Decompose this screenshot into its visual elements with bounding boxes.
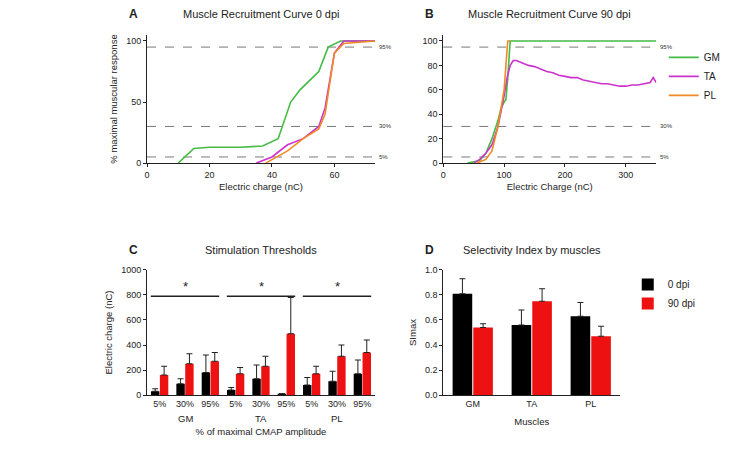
svg-text:B: B [425, 7, 434, 21]
svg-text:Stimulation Thresholds: Stimulation Thresholds [205, 244, 317, 256]
svg-text:0.6: 0.6 [425, 315, 438, 325]
svg-text:0: 0 [136, 390, 141, 400]
svg-text:0: 0 [136, 158, 141, 168]
svg-text:0: 0 [432, 158, 437, 168]
svg-text:1.0: 1.0 [425, 265, 438, 275]
svg-text:GM: GM [466, 399, 481, 409]
svg-text:C: C [129, 243, 138, 257]
svg-text:30%: 30% [660, 123, 673, 129]
svg-text:100: 100 [126, 36, 141, 46]
svg-text:600: 600 [126, 315, 141, 325]
svg-text:0: 0 [441, 170, 446, 180]
svg-text:95%: 95% [201, 399, 219, 409]
svg-text:0 dpi: 0 dpi [668, 279, 690, 290]
svg-text:0.8: 0.8 [425, 290, 438, 300]
svg-text:50: 50 [131, 97, 141, 107]
svg-text:SImax: SImax [407, 319, 418, 346]
svg-text:TA: TA [526, 399, 537, 409]
svg-text:Electric Charge (nC): Electric Charge (nC) [507, 181, 593, 192]
svg-text:30%: 30% [176, 399, 194, 409]
svg-text:300: 300 [618, 170, 633, 180]
svg-text:95%: 95% [277, 399, 295, 409]
svg-text:Selectivity Index by muscles: Selectivity Index by muscles [463, 244, 601, 256]
svg-text:Muscle Recruitment Curve 0 dpi: Muscle Recruitment Curve 0 dpi [183, 8, 340, 20]
svg-text:TA: TA [704, 71, 716, 82]
svg-text:5%: 5% [229, 399, 242, 409]
svg-text:0.0: 0.0 [425, 390, 438, 400]
svg-text:*: * [335, 279, 340, 294]
svg-text:*: * [259, 279, 264, 294]
svg-text:20: 20 [427, 134, 437, 144]
svg-text:40: 40 [427, 109, 437, 119]
svg-text:200: 200 [126, 365, 141, 375]
svg-text:30%: 30% [379, 123, 392, 129]
svg-text:30%: 30% [252, 399, 270, 409]
svg-text:20: 20 [204, 170, 214, 180]
svg-text:200: 200 [557, 170, 572, 180]
svg-text:5%: 5% [379, 154, 388, 160]
svg-text:80: 80 [427, 61, 437, 71]
svg-text:100: 100 [497, 170, 512, 180]
svg-text:PL: PL [704, 90, 717, 101]
svg-text:GM: GM [178, 413, 193, 424]
svg-text:800: 800 [126, 290, 141, 300]
svg-text:Electric charge (nC): Electric charge (nC) [219, 181, 303, 192]
svg-text:60: 60 [329, 170, 339, 180]
svg-text:5%: 5% [660, 154, 669, 160]
svg-text:PL: PL [585, 399, 596, 409]
svg-text:95%: 95% [660, 44, 673, 50]
svg-text:% maximal muscular response: % maximal muscular response [108, 34, 119, 163]
svg-text:95%: 95% [379, 44, 392, 50]
svg-text:400: 400 [126, 340, 141, 350]
svg-text:0.4: 0.4 [425, 340, 438, 350]
svg-text:A: A [129, 7, 138, 21]
svg-text:Muscles: Muscles [514, 416, 549, 427]
svg-text:Electric charge (nC): Electric charge (nC) [103, 291, 114, 375]
svg-text:5%: 5% [153, 399, 166, 409]
svg-text:1000: 1000 [121, 265, 141, 275]
svg-text:0: 0 [144, 170, 149, 180]
svg-text:0.2: 0.2 [425, 365, 438, 375]
svg-text:GM: GM [704, 52, 720, 63]
svg-text:% of maximal CMAP amplitude: % of maximal CMAP amplitude [196, 426, 327, 437]
svg-text:60: 60 [427, 85, 437, 95]
svg-text:D: D [425, 243, 434, 257]
svg-text:95%: 95% [353, 399, 371, 409]
svg-text:40: 40 [267, 170, 277, 180]
svg-text:30%: 30% [328, 399, 346, 409]
svg-text:100: 100 [422, 36, 437, 46]
svg-text:Muscle Recruitment Curve 90 dp: Muscle Recruitment Curve 90 dpi [468, 8, 631, 20]
svg-text:TA: TA [255, 413, 267, 424]
svg-text:5%: 5% [305, 399, 318, 409]
svg-text:*: * [183, 279, 188, 294]
svg-text:PL: PL [331, 413, 343, 424]
svg-text:90 dpi: 90 dpi [668, 298, 695, 309]
